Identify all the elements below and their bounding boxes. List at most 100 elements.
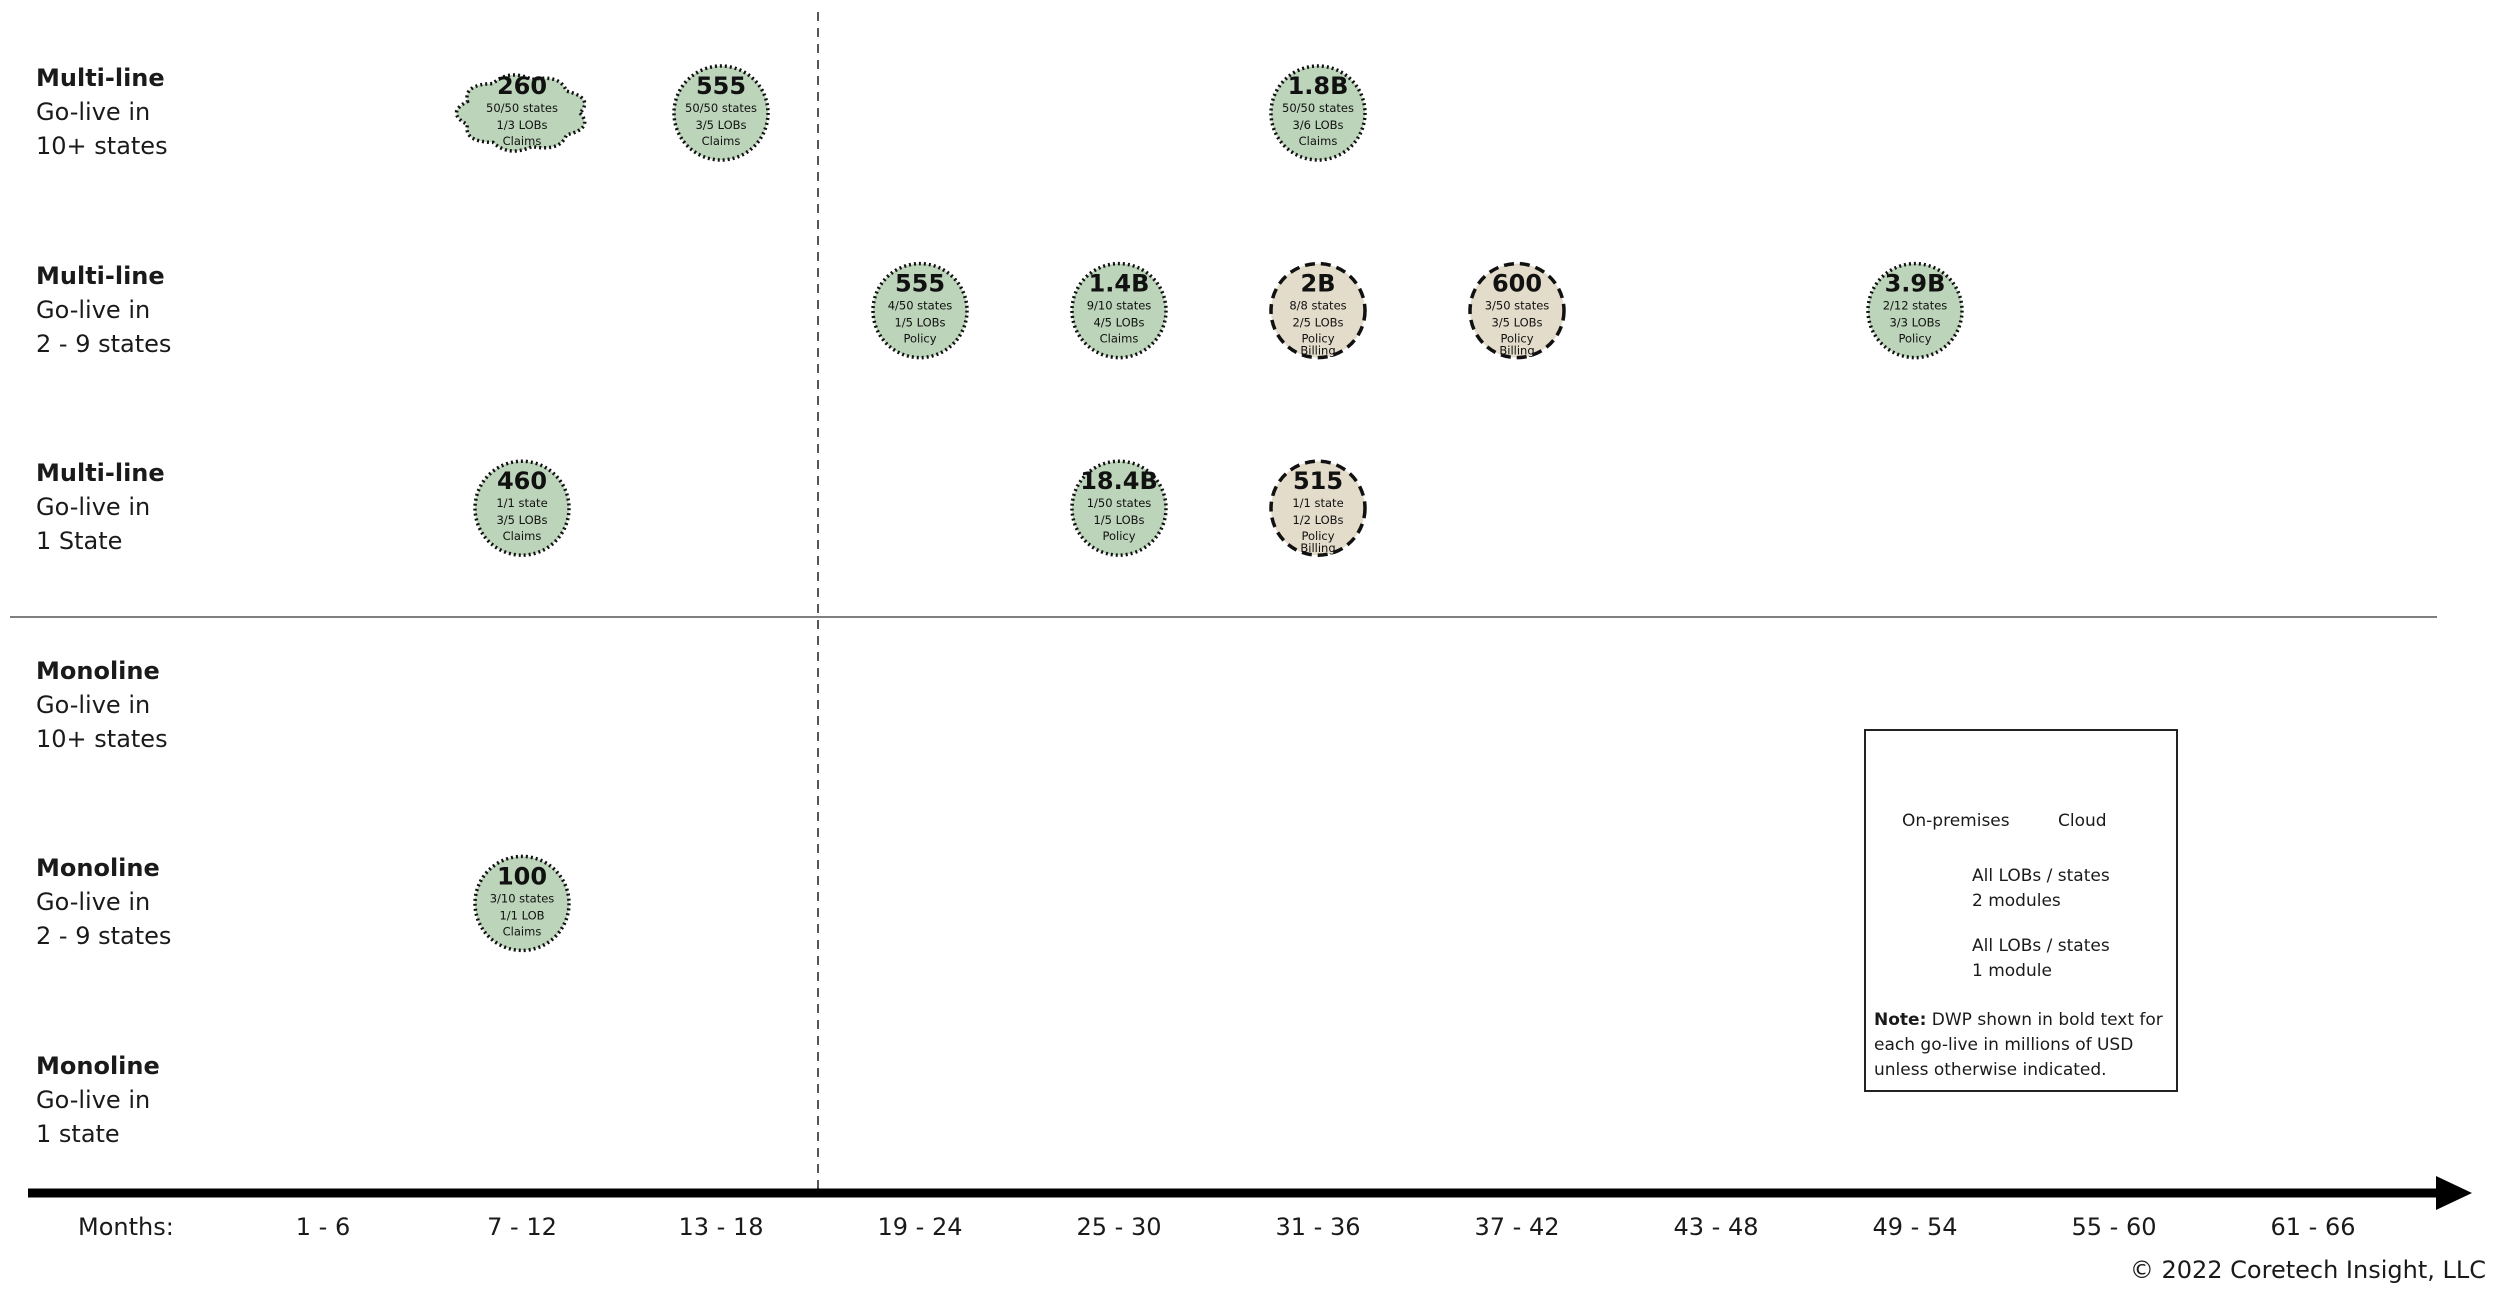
bubble-value: 100 (497, 862, 547, 890)
row-label-line: Go-live in (36, 493, 151, 522)
legend-cloud-label: Cloud (2058, 811, 2107, 831)
row-label-line: Go-live in (36, 98, 151, 126)
go-live-bubble: 1.4B9/10 states 4/5 LOBs Claims (1070, 261, 1168, 360)
legend-note-label: Note: (1874, 1010, 1927, 1030)
row-label: Monoline Go-live in 1 state (36, 1049, 160, 1151)
bubble-module: Claims (1299, 134, 1338, 148)
bubble-states: 4/50 states (888, 299, 953, 313)
row-label-line: 2 - 9 states (36, 922, 172, 951)
bubble-lobs: 1/5 LOBs (894, 316, 945, 330)
bubble-lobs: 3/5 LOBs (496, 513, 547, 527)
bubble-module: Billing (1499, 344, 1534, 358)
row-label-line: Monoline (36, 854, 160, 883)
bubble-module: Claims (1100, 332, 1139, 346)
bubble-circle (473, 459, 571, 557)
bubble-module: Claims (503, 529, 542, 543)
bubble-module: Billing (1300, 344, 1335, 358)
row-label: Multi-line Go-live in 10+ states (36, 61, 168, 163)
bubble-circle (473, 854, 571, 953)
bubble-value: 1.8B (1288, 72, 1349, 100)
bubble-lobs: 3/5 LOBs (1491, 316, 1542, 330)
row-label-line: 2 - 9 states (36, 329, 172, 358)
bubble-states: 1/1 state (1292, 496, 1343, 510)
legend-note: Note: DWP shown in bold text for each go… (1874, 1008, 2170, 1083)
bubble-value: 460 (497, 467, 547, 495)
bubble-circle (672, 64, 770, 162)
row-label-line: Multi-line (36, 459, 165, 488)
row-label: Monoline Go-live in 10+ states (36, 654, 168, 756)
bubble-value: 260 (497, 72, 547, 100)
legend-two-modules-line2: 2 modules (1972, 891, 2061, 911)
x-tick-label: 7 - 12 (487, 1213, 557, 1241)
row-label-line: 10+ states (36, 132, 168, 160)
row-label-line: Monoline (36, 1052, 160, 1080)
bubble-circle (871, 261, 969, 360)
bubble-states: 3/10 states (490, 891, 555, 905)
x-tick-label: 61 - 66 (2270, 1213, 2356, 1241)
bubble-module: Policy (1102, 529, 1135, 543)
bubble-states: 2/12 states (1883, 299, 1948, 313)
bubble-lobs: 2/5 LOBs (1292, 316, 1343, 330)
x-tick-label: 55 - 60 (2071, 1213, 2157, 1241)
x-tick-label: 37 - 42 (1474, 1213, 1560, 1241)
bubble-value: 555 (696, 72, 746, 100)
bubble-value: 515 (1293, 467, 1343, 495)
bubble-circle (1070, 459, 1168, 557)
bubble-circle (1070, 261, 1168, 360)
bubble-states: 50/50 states (1282, 101, 1354, 115)
bubble-lobs: 4/5 LOBs (1093, 316, 1144, 330)
legend: On-premises Cloud All LOBs / states 2 mo… (1864, 729, 2178, 1092)
bubble-module: Claims (503, 134, 542, 148)
row-label-line: Go-live in (36, 1086, 151, 1114)
row-label-line: Go-live in (36, 295, 151, 324)
row-label: Multi-line Go-live in 2 - 9 states (36, 259, 171, 361)
bubble-lobs: 1/3 LOBs (496, 118, 547, 132)
bubble-module: Policy (903, 332, 936, 346)
x-axis-title: Months: (78, 1213, 174, 1241)
row-label: Monoline Go-live in 2 - 9 states (36, 851, 171, 953)
bubble-value: 555 (895, 270, 945, 298)
bubble-module: Claims (702, 134, 741, 148)
bubble-module: Policy (1301, 332, 1334, 346)
bubble-states: 50/50 states (685, 101, 757, 115)
x-tick-label: 25 - 30 (1076, 1213, 1162, 1241)
bubble-value: 1.4B (1089, 270, 1150, 298)
bubble-states: 8/8 states (1289, 299, 1346, 313)
bubble-module: Policy (1301, 529, 1334, 543)
legend-one-module-line2: 1 module (1972, 961, 2052, 981)
bubble-lobs: 3/5 LOBs (695, 118, 746, 132)
bubble-states: 3/50 states (1485, 299, 1550, 313)
bubble-circle (1468, 261, 1566, 360)
bubble-value: 3.9B (1885, 270, 1946, 298)
legend-one-module-label: All LOBs / states 1 module (1972, 934, 2110, 984)
legend-note-text: DWP shown in bold text for each go-live … (1874, 1010, 2163, 1080)
row-label-line: Monoline (36, 656, 160, 685)
bubble-module: Claims (503, 924, 542, 938)
bubble-module: Billing (1300, 541, 1335, 555)
go-live-bubble: 3.9B2/12 states 3/3 LOBs Policy (1866, 261, 1964, 360)
bubble-circle (1866, 261, 1964, 360)
copyright-notice: © 2022 Coretech Insight, LLC (2129, 1256, 2486, 1284)
bubble-states: 1/50 states (1087, 496, 1152, 510)
bubble-value: 2B (1301, 270, 1336, 298)
x-tick-label: 13 - 18 (678, 1213, 764, 1241)
row-label-line: Multi-line (36, 64, 165, 92)
x-tick-label: 19 - 24 (877, 1213, 963, 1241)
x-axis-arrowhead (2436, 1176, 2472, 1210)
x-tick-label: 49 - 54 (1872, 1213, 1958, 1241)
row-label-line: 10+ states (36, 724, 168, 753)
legend-two-modules-line1: All LOBs / states (1972, 866, 2110, 886)
bubble-states: 9/10 states (1087, 299, 1152, 313)
bubble-value: 18.4B (1080, 467, 1158, 495)
row-label-line: Go-live in (36, 690, 151, 719)
bubble-circle (1269, 261, 1367, 360)
row-label: Multi-line Go-live in 1 State (36, 456, 165, 558)
bubble-value: 600 (1492, 270, 1542, 298)
